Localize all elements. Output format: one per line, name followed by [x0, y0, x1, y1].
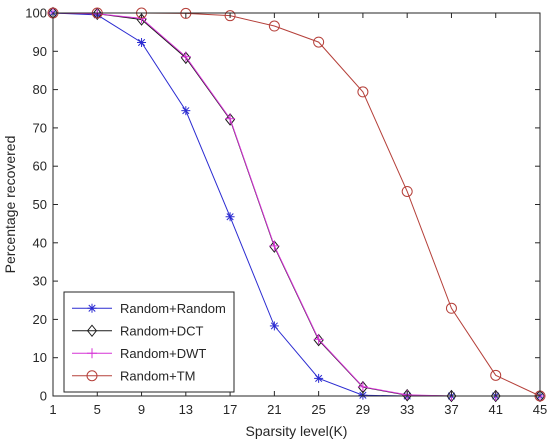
marker-shape	[92, 7, 103, 21]
marker-shape	[401, 185, 413, 197]
x-tick-label: 5	[94, 402, 101, 417]
y-tick-label: 50	[33, 197, 47, 212]
y-tick-label: 100	[25, 6, 47, 21]
legend: Random+Random Random+DCT Random+DWT Random+…	[63, 291, 235, 393]
data-point	[180, 51, 191, 65]
y-tick-label: 0	[40, 389, 47, 404]
marker-shape	[269, 240, 280, 253]
legend-label: Random+DCT	[120, 323, 204, 338]
data-point	[313, 333, 324, 347]
x-tick-label: 41	[488, 402, 502, 417]
data-point	[490, 389, 501, 403]
marker-shape	[490, 369, 502, 381]
x-tick-label: 21	[267, 402, 281, 417]
data-point	[225, 113, 236, 126]
marker-shape	[357, 86, 369, 98]
data-point	[357, 86, 369, 98]
tick-layer: 1 5 9 13 17 21 25 29 33 37 41 45 0 10 20 30 40 50 60 70 80 90…	[25, 6, 547, 418]
data-point	[268, 20, 280, 32]
x-tick-label: 1	[49, 402, 56, 417]
data-point	[446, 389, 457, 403]
x-tick-label: 45	[533, 402, 547, 417]
marker-shape	[402, 388, 413, 402]
data-point	[180, 51, 191, 62]
marker-shape	[224, 10, 236, 22]
legend-label: Random+TM	[120, 368, 196, 383]
marker-stroke	[226, 213, 234, 221]
x-tick-label: 37	[444, 402, 458, 417]
y-tick-label: 10	[33, 350, 47, 365]
marker-shape	[313, 36, 325, 48]
data-layer	[47, 6, 546, 403]
x-tick-label: 13	[179, 402, 193, 417]
data-point	[445, 302, 457, 314]
y-tick-label: 30	[33, 274, 47, 289]
x-tick-label: 33	[400, 402, 414, 417]
data-point	[181, 106, 191, 116]
marker-shape	[86, 324, 98, 338]
legend-label: Random+DWT	[120, 346, 206, 361]
data-point	[269, 240, 280, 253]
marker-stroke	[88, 304, 96, 312]
x-tick-label: 29	[356, 402, 370, 417]
data-point	[224, 10, 236, 22]
data-point	[313, 36, 325, 48]
data-point	[137, 37, 147, 47]
y-tick-label: 80	[33, 82, 47, 97]
data-point	[357, 381, 368, 392]
marker-stroke	[270, 322, 278, 330]
marker-shape	[490, 389, 501, 403]
marker-shape	[180, 51, 191, 65]
marker-stroke	[137, 38, 146, 47]
data-point	[225, 212, 235, 222]
legend-marker	[87, 348, 97, 359]
x-tick-label: 9	[138, 402, 145, 417]
marker-shape	[268, 20, 280, 32]
data-point	[490, 369, 502, 381]
marker-shape	[313, 333, 324, 347]
y-axis-label: Percentage recovered	[2, 136, 18, 274]
marker-shape	[445, 302, 457, 314]
data-point	[313, 334, 324, 345]
legend-label: Random+Random	[120, 301, 226, 316]
marker-shape	[225, 113, 236, 126]
data-point	[269, 240, 280, 251]
data-point	[225, 113, 236, 124]
marker-shape	[86, 370, 98, 382]
marker-shape	[446, 389, 457, 403]
data-point	[402, 388, 413, 402]
y-tick-label: 20	[33, 312, 47, 327]
legend-marker	[86, 324, 98, 338]
y-tick-label: 70	[33, 120, 47, 135]
y-tick-label: 60	[33, 159, 47, 174]
legend-marker	[86, 370, 98, 382]
x-axis-label: Sparsity level(K)	[246, 423, 348, 439]
data-point	[314, 373, 324, 383]
legend-marker	[87, 303, 97, 313]
data-point	[269, 321, 279, 331]
x-tick-label: 17	[223, 402, 237, 417]
x-tick-label: 25	[311, 402, 325, 417]
y-tick-label: 40	[33, 235, 47, 250]
data-point	[401, 185, 413, 197]
data-point	[92, 7, 103, 21]
marker-stroke	[182, 107, 190, 115]
y-tick-label: 90	[33, 44, 47, 59]
marker-stroke	[315, 374, 323, 382]
